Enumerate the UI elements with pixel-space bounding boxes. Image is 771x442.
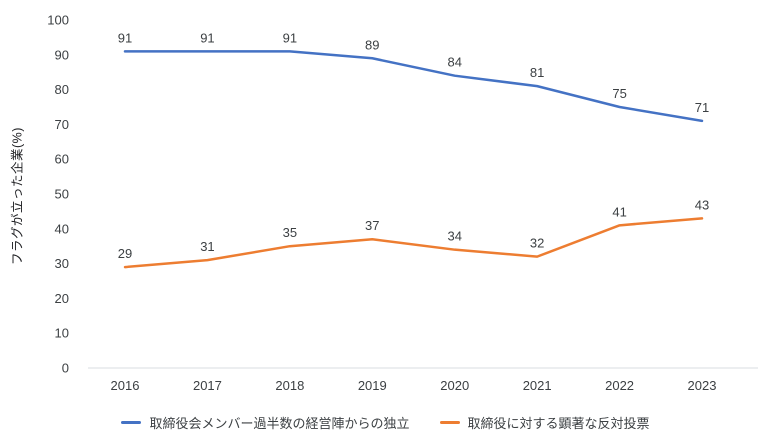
- data-label: 75: [612, 86, 626, 101]
- y-tick-label: 40: [55, 221, 69, 236]
- legend-item-independence: 取締役会メンバー過半数の経営陣からの独立: [121, 413, 410, 432]
- legend: 取締役会メンバー過半数の経営陣からの独立 取締役に対する顕著な反対投票: [0, 413, 771, 432]
- data-label: 89: [365, 37, 379, 52]
- data-label: 81: [530, 65, 544, 80]
- data-label: 43: [695, 197, 709, 212]
- y-tick-label: 90: [55, 47, 69, 62]
- y-tick-label: 80: [55, 82, 69, 97]
- line-chart-plot-area: 0 10 20 30 40 50 60 70 80 90 100 2016 2017 2018 2019 20…: [47, 13, 758, 393]
- legend-line-swatch-blue: [121, 421, 142, 424]
- data-label: 91: [118, 30, 132, 45]
- legend-label: 取締役に対する顕著な反対投票: [467, 416, 650, 431]
- y-tick-label: 60: [55, 152, 69, 167]
- data-label: 32: [530, 236, 544, 251]
- x-tick-label: 2016: [111, 378, 140, 393]
- y-tick-label: 0: [62, 361, 69, 376]
- data-label: 29: [118, 246, 132, 261]
- x-tick-label: 2020: [440, 378, 469, 393]
- data-label: 31: [200, 239, 214, 254]
- series-line: [123, 50, 704, 123]
- y-tick-label: 100: [47, 13, 69, 28]
- legend-label: 取締役会メンバー過半数の経営陣からの独立: [149, 416, 410, 431]
- legend-item-opposition-votes: 取締役に対する顕著な反対投票: [439, 413, 650, 432]
- x-tick-label: 2021: [523, 378, 552, 393]
- data-label: 91: [200, 30, 214, 45]
- x-tick-label: 2017: [193, 378, 222, 393]
- legend-line-swatch-orange: [439, 421, 460, 424]
- x-tick-label: 2018: [275, 378, 304, 393]
- data-label: 84: [447, 55, 461, 70]
- data-label: 34: [447, 229, 461, 244]
- data-label: 91: [283, 30, 297, 45]
- x-tick-label: 2019: [358, 378, 387, 393]
- y-tick-label: 50: [55, 187, 69, 202]
- data-label: 37: [365, 218, 379, 233]
- y-tick-label: 10: [55, 326, 69, 341]
- data-label: 35: [283, 225, 297, 240]
- data-label: 41: [612, 204, 626, 219]
- y-tick-label: 30: [55, 256, 69, 271]
- y-tick-label: 70: [55, 117, 69, 132]
- x-tick-label: 2023: [688, 378, 717, 393]
- data-label: 71: [695, 100, 709, 115]
- series-line: [123, 217, 704, 269]
- y-tick-label: 20: [55, 291, 69, 306]
- x-tick-label: 2022: [605, 378, 634, 393]
